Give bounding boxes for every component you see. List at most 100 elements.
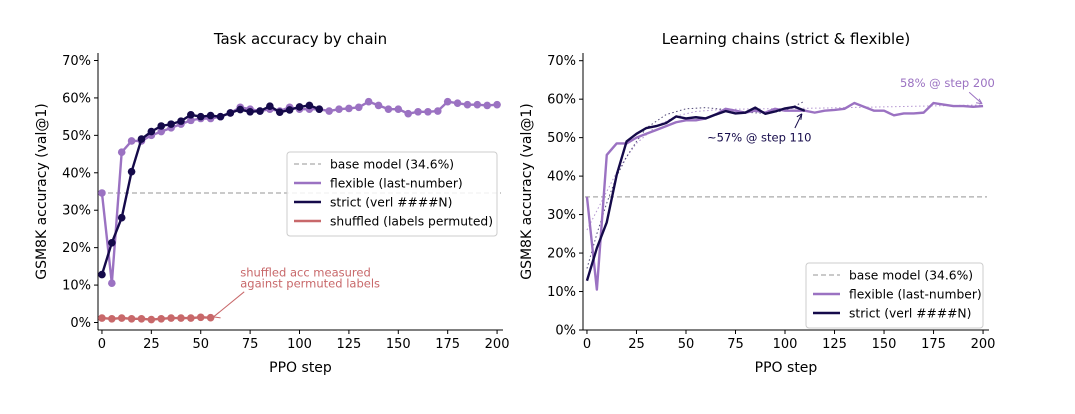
x-tick-label: 175 (921, 337, 946, 352)
flexible-point (335, 105, 343, 113)
chart-task-accuracy-by-chain: Task accuracy by chain 0 25 50 75 100 125 150 17… (34, 30, 509, 376)
strict-point (127, 167, 136, 176)
strict-point (196, 112, 205, 121)
x-tick-label: 0 (98, 337, 106, 352)
flexible-point (434, 107, 442, 115)
annotation-text: against permuted labels (240, 277, 380, 291)
shuffled-point (157, 314, 166, 323)
strict-point (246, 107, 254, 116)
flexible-point (157, 127, 166, 136)
flexible-trend-line (586, 104, 984, 231)
x-axis-label: PPO step (269, 360, 332, 376)
shuffled-point (187, 314, 195, 322)
x-tick-label: 150 (386, 337, 411, 352)
y-tick-label: 60% (62, 91, 91, 106)
y-tick-label: 40% (62, 166, 91, 181)
legend-box (286, 151, 498, 237)
legend: base model (34.6%) flexible (last-number)… (286, 151, 498, 237)
legend: base model (34.6%) flexible (last-number)… (805, 262, 984, 329)
legend-box (805, 262, 984, 329)
legend-label-strict: strict (verl ####N) (849, 307, 971, 321)
y-tick-label: 20% (547, 247, 576, 262)
flexible-point (483, 101, 491, 110)
x-tick-label: 125 (336, 337, 361, 352)
y-tick-label: 20% (62, 241, 91, 256)
strict-point (295, 103, 304, 111)
flexible-point (108, 279, 116, 288)
strict-point (256, 107, 264, 115)
strict-point (236, 105, 245, 114)
legend-label-flexible: flexible (last-number) (330, 177, 463, 191)
strict-point (137, 135, 146, 143)
x-tick-label: 200 (971, 337, 996, 352)
shuffled-point (127, 314, 136, 323)
x-tick-label: 25 (143, 337, 160, 352)
flexible-point (414, 107, 422, 116)
x-axis-label: PPO step (755, 360, 818, 376)
flexible-point (325, 107, 333, 115)
shuffled-point (117, 314, 126, 322)
x-tick-label: 175 (435, 337, 460, 352)
y-tick-label: 10% (547, 285, 576, 300)
strict-point (275, 108, 284, 116)
x-tick-label: 50 (192, 337, 209, 352)
flexible-point (453, 99, 462, 107)
y-tick-label: 70% (62, 54, 91, 69)
shuffled-point (108, 314, 116, 323)
strict-point (98, 270, 106, 279)
y-tick-label: 70% (547, 54, 576, 69)
shuffled-point (167, 314, 175, 322)
annotation-text: ~57% @ step 110 (707, 130, 812, 144)
flexible-point (374, 101, 383, 110)
flexible-point (364, 97, 373, 106)
legend-label-strict: strict (verl ####N) (330, 196, 452, 210)
annotation-arrowhead (975, 98, 983, 105)
legend-label-base: base model (34.6%) (330, 158, 454, 172)
x-tick-label: 200 (485, 337, 510, 352)
y-tick-label: 30% (62, 204, 91, 219)
y-axis-label: GSM8K accuracy (val@1) (519, 103, 535, 280)
flexible-point (127, 137, 136, 145)
strict-point (167, 120, 175, 128)
chart-title: Learning chains (strict & flexible) (662, 30, 911, 48)
legend-label-flexible: flexible (last-number) (849, 288, 982, 302)
y-tick-label: 60% (547, 93, 576, 108)
strict-point (187, 110, 195, 119)
strict-point (226, 109, 235, 117)
y-tick-label: 50% (62, 129, 91, 144)
flexible-point (424, 107, 432, 116)
flexible-point (443, 97, 452, 106)
flexible-point (404, 109, 412, 118)
shuffled-point (177, 314, 185, 322)
annotation-arrowhead (213, 311, 221, 319)
legend-label-shuffled: shuffled (labels permuted) (330, 215, 493, 229)
strict-point (315, 105, 324, 113)
strict-point (305, 101, 314, 110)
annotation-text: 58% @ step 200 (900, 76, 995, 90)
flexible-point (463, 100, 472, 109)
strict-point (177, 117, 185, 125)
annotation-arrow (794, 113, 803, 129)
shuffled-point (206, 313, 215, 322)
strict-point (206, 111, 215, 120)
y-axis-label: GSM8K accuracy (val@1) (34, 103, 50, 280)
y-tick-label: 30% (547, 208, 576, 223)
x-tick-label: 75 (727, 337, 744, 352)
y-tick-label: 40% (547, 170, 576, 185)
flexible-point (117, 148, 126, 156)
shuffled-point (137, 314, 146, 323)
flexible-point (354, 103, 363, 112)
y-tick-label: 10% (62, 279, 91, 294)
strict-point (157, 122, 166, 130)
strict-point (147, 127, 156, 136)
strict-series-line (585, 105, 806, 282)
y-tick-label: 50% (547, 131, 576, 146)
strict-point (285, 106, 294, 114)
annotation-text: shuffled acc measured (240, 265, 371, 279)
annotation-arrowhead (796, 113, 803, 120)
x-tick-label: 125 (822, 337, 847, 352)
y-tick-label: 0% (70, 316, 91, 331)
flexible-point (384, 105, 393, 113)
chart-title: Task accuracy by chain (213, 30, 387, 48)
